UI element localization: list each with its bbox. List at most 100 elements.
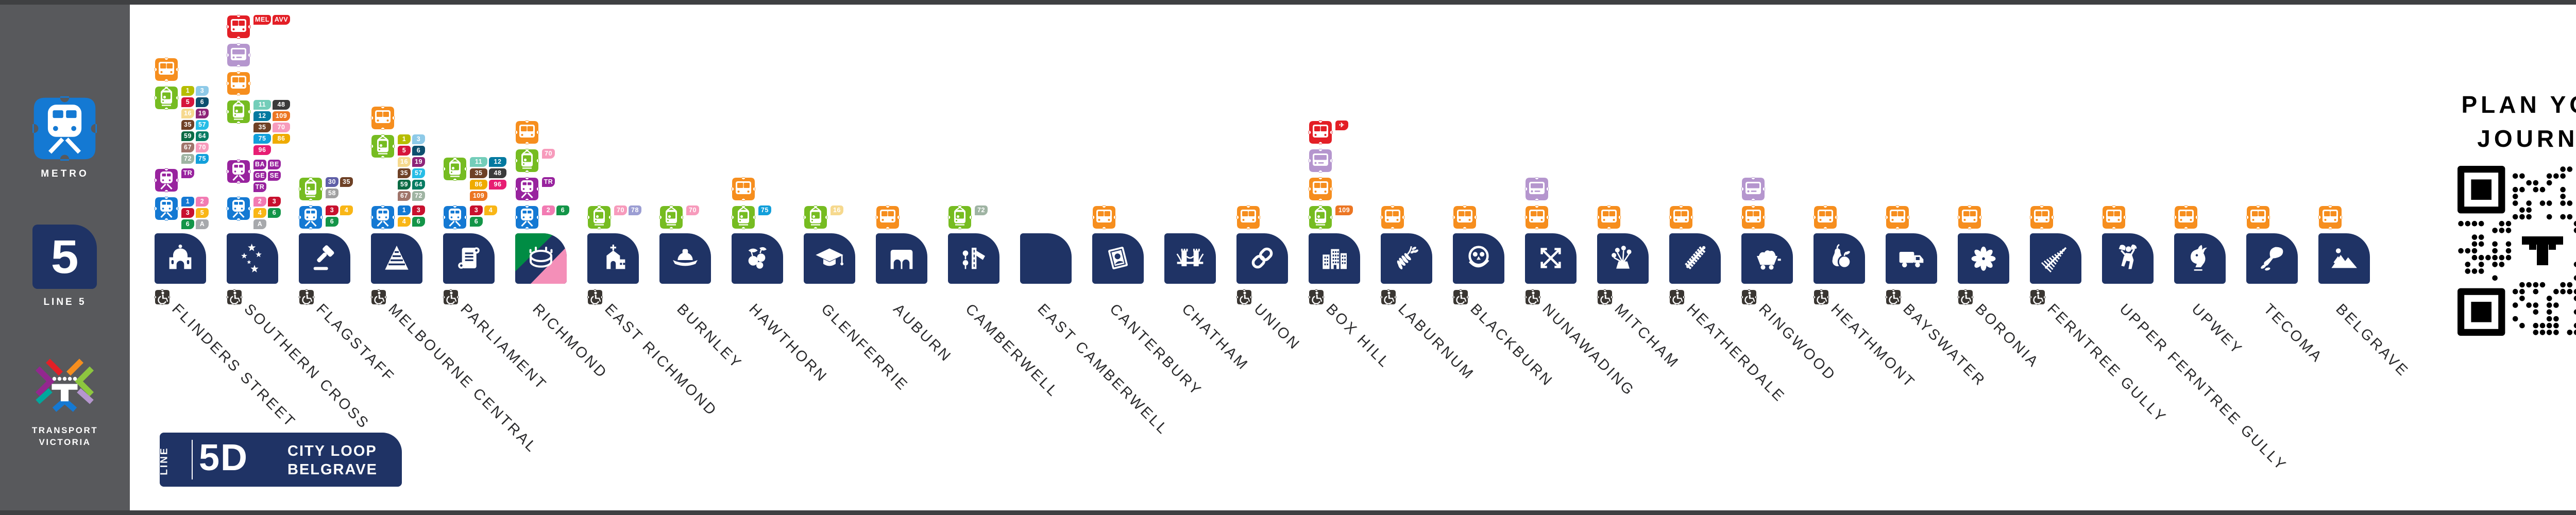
station-tile-ferntree-gully xyxy=(2030,233,2081,284)
route-badge-tram-70: 70 xyxy=(614,205,627,215)
route-badge-tram-19: 19 xyxy=(196,109,209,118)
wheelchair-accessible-icon xyxy=(1235,288,1253,306)
pictogram-church xyxy=(597,242,630,274)
route-badge-tram-16: 16 xyxy=(181,109,194,118)
route-badge-tram-1: 1 xyxy=(398,134,411,144)
route-badge-tram-75: 75 xyxy=(253,134,271,144)
route-badge-skybus-AVV: AVV xyxy=(273,15,290,25)
plan-your-journey-title-line1: PLAN YOUR xyxy=(2461,91,2576,118)
line-destination-1: CITY LOOP xyxy=(287,443,377,459)
pictogram-road-junction xyxy=(957,242,990,274)
route-badge-skybus-✈: ✈ xyxy=(1335,121,1348,130)
route-badge-tram-86: 86 xyxy=(273,134,290,144)
route-badge-tram-48: 48 xyxy=(489,168,506,178)
route-badge-tram-57: 57 xyxy=(412,168,425,178)
vline-icon xyxy=(514,176,540,202)
wheelchair-accessible-icon xyxy=(1596,288,1614,306)
wheelchair-accessible-icon xyxy=(370,288,387,306)
route-badge-tram-72: 72 xyxy=(975,205,988,215)
station-tile-east-richmond xyxy=(587,233,639,284)
bus-icon xyxy=(153,56,180,83)
pictogram-truck xyxy=(1895,242,1928,274)
tram-icon xyxy=(802,204,829,231)
route-badge-metro-4: 4 xyxy=(398,217,411,227)
route-badge-tram-86: 86 xyxy=(470,180,487,190)
pictogram-gavel xyxy=(308,242,341,274)
wheelchair-accessible-icon xyxy=(1812,288,1830,306)
route-badge-vline-BA: BA xyxy=(253,160,266,169)
route-badge-tram-109: 109 xyxy=(470,191,487,201)
line-5-numeral: 5 xyxy=(50,230,79,283)
route-badge-tram-64: 64 xyxy=(412,180,425,190)
pictogram-tower-bridge xyxy=(1174,242,1207,274)
tram-icon xyxy=(946,204,973,231)
line-destination-2: BELGRAVE xyxy=(287,461,378,478)
station-tile-auburn xyxy=(876,233,927,284)
route-badge-tram-12: 12 xyxy=(253,111,271,121)
route-badge-metro-6: 6 xyxy=(470,217,483,227)
bus-icon xyxy=(1091,204,1117,231)
vline-icon xyxy=(225,158,252,185)
bus-icon xyxy=(1451,204,1478,231)
pictogram-boronia-flower xyxy=(1967,242,2000,274)
bus-icon xyxy=(1884,204,1911,231)
bus-icon xyxy=(1235,204,1262,231)
route-badge-metro-3: 3 xyxy=(181,208,194,218)
pictogram-pear-apple xyxy=(1823,242,1856,274)
station-tile-parliament xyxy=(443,233,495,284)
tram-icon xyxy=(369,133,396,160)
route-badge-metro-4: 4 xyxy=(340,205,353,215)
wheelchair-accessible-icon xyxy=(442,288,460,306)
route-badge-metro-3: 3 xyxy=(470,205,483,215)
bus-icon xyxy=(514,119,540,146)
route-badge-tram-59: 59 xyxy=(181,131,194,141)
pictogram-station-building xyxy=(164,242,197,274)
tram-icon xyxy=(297,176,324,202)
station-tile-union xyxy=(1236,233,1288,284)
route-badge-tram-48: 48 xyxy=(273,100,290,110)
top-frame-strip xyxy=(0,0,2576,5)
bus-icon xyxy=(2317,204,2344,231)
station-tile-heathmont xyxy=(1814,233,1865,284)
route-badge-tram-19: 19 xyxy=(412,157,425,167)
station-tile-hawthorn xyxy=(732,233,783,284)
pictogram-mortarboard xyxy=(813,242,846,274)
station-tile-canterbury xyxy=(1092,233,1144,284)
route-badge-tram-6: 6 xyxy=(412,146,425,156)
route-badge-tram-35: 35 xyxy=(398,168,411,178)
route-badge-metro-A: A xyxy=(196,219,209,229)
station-tile-upper-ferntree-gully xyxy=(2102,233,2154,284)
route-badge-metro-1: 1 xyxy=(181,197,194,207)
metro-icon xyxy=(153,195,180,222)
route-badge-metro-3: 3 xyxy=(412,205,425,215)
route-badge-tram-96: 96 xyxy=(253,145,271,155)
pictogram-hawthorn-berries xyxy=(741,242,774,274)
pictogram-leaf-branch xyxy=(1029,242,1062,274)
tram-icon xyxy=(586,204,613,231)
route-badge-tram-67: 67 xyxy=(181,143,194,152)
route-badge-tram-5: 5 xyxy=(181,97,194,107)
pictogram-mine-cart xyxy=(1751,242,1784,274)
transport-victoria-label-1: TRANSPORT xyxy=(31,425,98,435)
route-badge-tram-5: 5 xyxy=(398,146,411,156)
wheelchair-accessible-icon xyxy=(2029,288,2046,306)
route-badge-tram-59: 59 xyxy=(398,180,411,190)
route-badge-tram-35: 35 xyxy=(340,177,353,187)
wheelchair-accessible-icon xyxy=(226,288,243,306)
tram-icon xyxy=(153,84,180,111)
line-badge-rule xyxy=(192,440,363,479)
metro-label: METRO xyxy=(41,168,89,179)
route-badge-tram-78: 78 xyxy=(629,205,641,215)
route-badge-metro-3: 3 xyxy=(326,205,338,215)
station-tile-tecoma xyxy=(2246,233,2298,284)
tram-icon xyxy=(225,98,252,125)
wheelchair-accessible-icon xyxy=(1885,288,1902,306)
route-badge-tram-11: 11 xyxy=(253,100,271,110)
metro-icon xyxy=(514,204,540,231)
station-tile-chatham xyxy=(1164,233,1216,284)
station-tile-southern-cross xyxy=(227,233,278,284)
coach-icon xyxy=(1523,176,1550,202)
line-5d-badge: LINE 5D CITY LOOP BELGRAVE xyxy=(159,433,402,487)
route-badge-metro-6: 6 xyxy=(326,217,338,227)
